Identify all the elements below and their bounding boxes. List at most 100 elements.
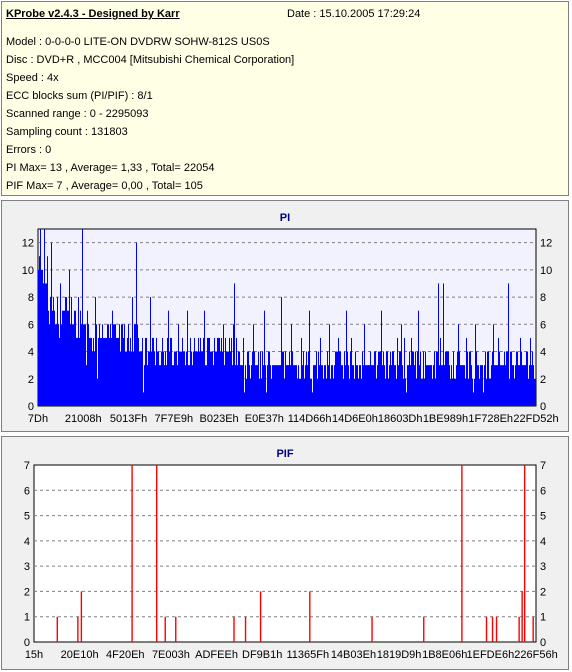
pi-bar (251, 365, 252, 406)
pi-bar (480, 365, 481, 406)
pi-bar (481, 365, 482, 406)
pi-bar (180, 351, 181, 406)
pi-bar (181, 351, 182, 406)
pi-bar (474, 378, 475, 406)
pi-bar (418, 310, 419, 406)
pi-bar (143, 392, 144, 406)
pi-bar (39, 256, 40, 406)
pi-bar (273, 365, 274, 406)
pi-bar (110, 324, 111, 406)
pi-bar (443, 283, 444, 406)
pif-bar (423, 616, 425, 642)
pi-bar (166, 365, 167, 406)
pi-bar (205, 365, 206, 406)
pi-bar (373, 365, 374, 406)
pi-bar (461, 365, 462, 406)
pi-bar (520, 337, 521, 406)
pi-bar (514, 378, 515, 406)
pi-bar (407, 365, 408, 406)
pi-bar (285, 351, 286, 406)
errors-line: Errors : 0 (6, 144, 52, 156)
pi-bar (476, 351, 477, 406)
pi-bar (360, 365, 361, 406)
pi-bar (158, 351, 159, 406)
pi-bar (50, 297, 51, 406)
pi-bar (108, 324, 109, 406)
pi-bar (73, 324, 74, 406)
pi-y-tick-label-right: 10 (540, 265, 552, 277)
pif-y-tick-label-left: 4 (24, 536, 30, 548)
pi-bar (185, 365, 186, 406)
pi-bar (310, 378, 311, 406)
pi-bar (241, 365, 242, 406)
pif-summary-line: PIF Max= 7 , Average= 0,00 , Total= 105 (6, 180, 203, 192)
pi-bar (420, 351, 421, 406)
pi-bar (44, 229, 45, 406)
pi-bar (130, 337, 131, 406)
pi-bar (256, 365, 257, 406)
pi-bar (247, 351, 248, 406)
pi-bar (253, 324, 254, 406)
pi-bar (321, 365, 322, 406)
pif-bar (491, 616, 494, 642)
pi-bar (527, 351, 528, 406)
pi-bar (524, 365, 525, 406)
pi-bar (75, 310, 76, 406)
pi-bar (357, 365, 358, 406)
pi-bar (216, 351, 217, 406)
pi-bar (272, 365, 273, 406)
pi-y-tick-label-left: 0 (28, 401, 34, 413)
pi-bar (472, 378, 473, 406)
pi-bar (497, 365, 498, 406)
pi-bar (111, 337, 112, 406)
pi-bar (97, 378, 98, 406)
pi-bar (370, 351, 371, 406)
pi-bar (250, 378, 251, 406)
pi-bar (365, 365, 366, 406)
pi-bar (286, 365, 287, 406)
pif-y-tick-label-right: 5 (540, 511, 546, 523)
pi-bar (403, 378, 404, 406)
pi-bar (410, 365, 411, 406)
pif-y-tick-label-left: 3 (24, 561, 30, 573)
pi-bar (533, 365, 534, 406)
pif-y-tick-label-left: 0 (24, 637, 30, 649)
pi-bar (124, 324, 125, 406)
pi-bar (317, 378, 318, 406)
pi-x-tick-label: 7F7E9h (155, 413, 194, 425)
pi-bar (441, 365, 442, 406)
pi-bar (284, 378, 285, 406)
pi-bar (236, 337, 237, 406)
pi-bar (149, 351, 150, 406)
pif-x-tick-label: ADFEEh (195, 649, 238, 661)
pi-bar (278, 365, 279, 406)
pi-bar (417, 351, 418, 406)
pi-bar (258, 351, 259, 406)
pi-bar (187, 310, 188, 406)
pi-bar (288, 365, 289, 406)
pi-bar (93, 337, 94, 406)
pif-bar (518, 616, 520, 642)
pi-bar (182, 337, 183, 406)
pi-bar (138, 337, 139, 406)
pi-x-tick-label: B023Eh (200, 413, 239, 425)
pi-bar (339, 351, 340, 406)
pi-bar (490, 378, 491, 406)
pi-bar (342, 365, 343, 406)
pif-y-tick-label-right: 6 (540, 485, 546, 497)
pi-y-tick-label-right: 4 (540, 347, 546, 359)
pi-bar (167, 337, 168, 406)
pi-bar (290, 365, 291, 406)
pi-x-tick-label: 22FD52h (513, 413, 558, 425)
pi-bar (323, 378, 324, 406)
pi-bar (202, 351, 203, 406)
pi-bar (281, 297, 282, 406)
pi-bar (198, 337, 199, 406)
pi-bar (308, 351, 309, 406)
pi-bar (457, 351, 458, 406)
pi-bar (313, 365, 314, 406)
pi-bar (493, 324, 494, 406)
pi-bar (449, 365, 450, 406)
pi-bar (297, 378, 298, 406)
pi-bar (435, 378, 436, 406)
